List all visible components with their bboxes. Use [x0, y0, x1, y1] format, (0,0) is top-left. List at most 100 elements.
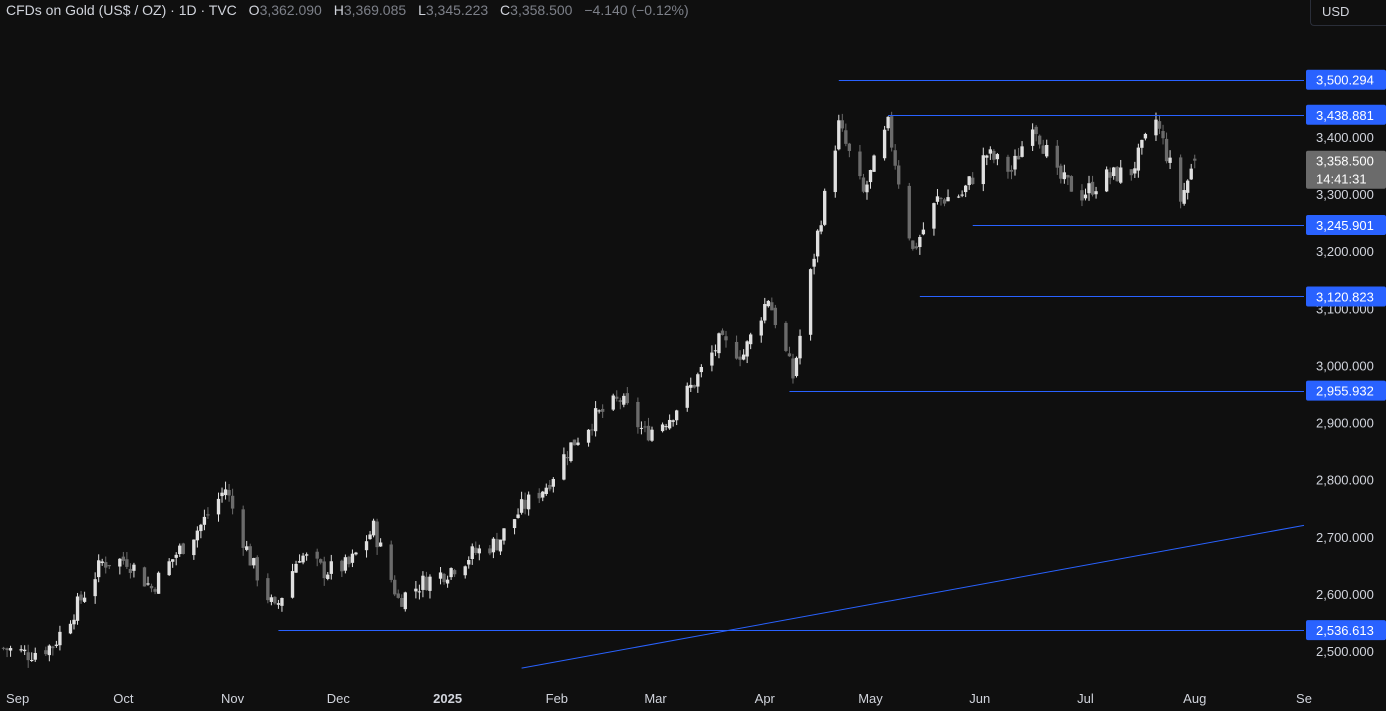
candle [301, 552, 305, 565]
candle-body [844, 130, 848, 144]
candle [452, 568, 457, 577]
price-tick-label: 2,500.000 [1316, 644, 1374, 659]
candle-body [960, 194, 964, 196]
candle [646, 417, 651, 442]
candle-body [1094, 191, 1098, 195]
candle-body [1136, 147, 1141, 171]
candle-body [1066, 175, 1070, 178]
high-label: H [333, 2, 344, 18]
price-axis[interactable]: 2,500.000 2,600.000 2,700.000 2,800.000 2,90… [1306, 69, 1386, 659]
candle-body [611, 395, 615, 410]
candle [858, 144, 862, 180]
current-price-label: 3,358.500 14:41:31 [1306, 150, 1386, 189]
candle-body [1140, 139, 1144, 148]
candle-body [1182, 190, 1186, 204]
candle [749, 332, 753, 350]
candle-body [97, 560, 101, 578]
time-axis[interactable]: Sep Oct Nov Dec 2025 Feb Mar Apr May Jun Jul Aug Se [6, 691, 1312, 706]
candle-body [19, 649, 23, 651]
time-tick-label: Sep [6, 691, 29, 706]
candle [128, 563, 133, 579]
level-price-label[interactable]: 3,438.881 [1306, 104, 1386, 125]
candle [5, 647, 9, 658]
candle-body [276, 603, 281, 605]
candle-body [93, 579, 97, 597]
level-price-label[interactable]: 2,536.613 [1306, 620, 1386, 641]
candle [692, 384, 696, 389]
candle [276, 599, 281, 609]
candle [294, 560, 298, 573]
price-tick-label: 3,400.000 [1316, 130, 1374, 145]
candle [375, 518, 379, 555]
candle [639, 421, 644, 435]
candle [319, 558, 323, 565]
candle-body [297, 561, 302, 563]
level-label-text: 3,245.901 [1316, 218, 1374, 233]
candle [516, 508, 520, 519]
candle [153, 587, 157, 595]
candle-body [470, 546, 474, 560]
time-tick-label: 2025 [433, 691, 462, 706]
candle [347, 555, 351, 568]
candle [121, 551, 126, 565]
trendline-line[interactable] [521, 524, 1305, 669]
candle [19, 645, 23, 653]
candle-body [1178, 157, 1183, 202]
candle [340, 559, 344, 577]
candle [1104, 166, 1109, 193]
candle-body [1104, 169, 1109, 192]
candle [1168, 150, 1172, 170]
candle-body [770, 302, 774, 311]
candle [1136, 143, 1141, 178]
candle-body [230, 495, 235, 509]
candle [773, 304, 778, 329]
candle-body [118, 558, 122, 567]
candle-body [195, 530, 200, 541]
candle-body [121, 556, 126, 561]
candle [745, 340, 749, 364]
level-price-label[interactable]: 3,120.823 [1306, 286, 1386, 307]
candle [872, 154, 876, 172]
level-price-label[interactable]: 3,245.901 [1306, 215, 1386, 236]
candle [266, 573, 270, 604]
candle-body [1034, 126, 1038, 135]
candle-body [322, 561, 326, 579]
candle-body [442, 573, 446, 583]
candle [195, 526, 200, 548]
candle-body [1083, 194, 1088, 199]
candle-body [467, 560, 471, 565]
candle-body [495, 538, 499, 551]
currency-button[interactable]: USD [1310, 0, 1386, 26]
price-change: −4.140 (−0.12%) [584, 2, 689, 18]
candle [689, 377, 693, 393]
candle-body [340, 560, 344, 572]
candle-body [741, 354, 746, 360]
candle [100, 558, 104, 566]
candle-body [650, 429, 654, 441]
candle [477, 544, 481, 561]
candle-body [220, 492, 224, 497]
candle-body [685, 385, 689, 408]
candle [220, 487, 224, 503]
candle-body [1186, 180, 1190, 193]
candle [893, 144, 897, 170]
candle-body [22, 649, 27, 652]
candle [107, 564, 111, 570]
candle [72, 614, 76, 630]
candle-body [33, 652, 37, 660]
candle [1, 646, 6, 651]
level-price-label[interactable]: 3,500.294 [1306, 69, 1386, 90]
candle [932, 202, 936, 236]
candle [389, 540, 393, 583]
candle-body [1193, 158, 1197, 161]
candle-body [597, 410, 601, 412]
high-value: 3,369.085 [343, 2, 407, 18]
candle-body [819, 225, 823, 232]
candle-body [488, 548, 492, 554]
candle [833, 145, 837, 198]
level-price-label[interactable]: 2,955.932 [1306, 380, 1386, 401]
candle-body [474, 547, 478, 553]
candle [1140, 139, 1144, 155]
candle-body [1059, 165, 1063, 179]
